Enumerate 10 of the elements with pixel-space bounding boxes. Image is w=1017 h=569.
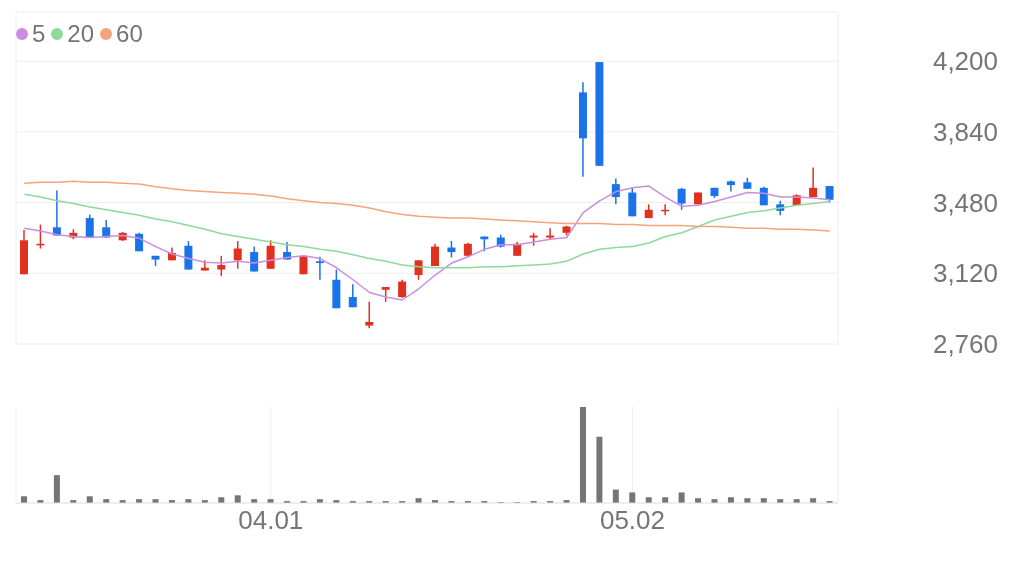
legend-label: 20 xyxy=(67,20,95,48)
legend-label: 5 xyxy=(32,20,46,48)
y-tick-label: 2,760 xyxy=(932,329,998,359)
y-tick-label: 3,480 xyxy=(932,187,998,218)
y-tick-label: 3,120 xyxy=(932,258,998,289)
x-tick-label: 04.01 xyxy=(238,505,304,536)
y-tick-label: 4,200 xyxy=(932,46,998,77)
y-tick-label: 3,840 xyxy=(932,116,998,147)
x-tick-label: 05.02 xyxy=(599,505,666,536)
legend-label: 60 xyxy=(116,20,143,48)
